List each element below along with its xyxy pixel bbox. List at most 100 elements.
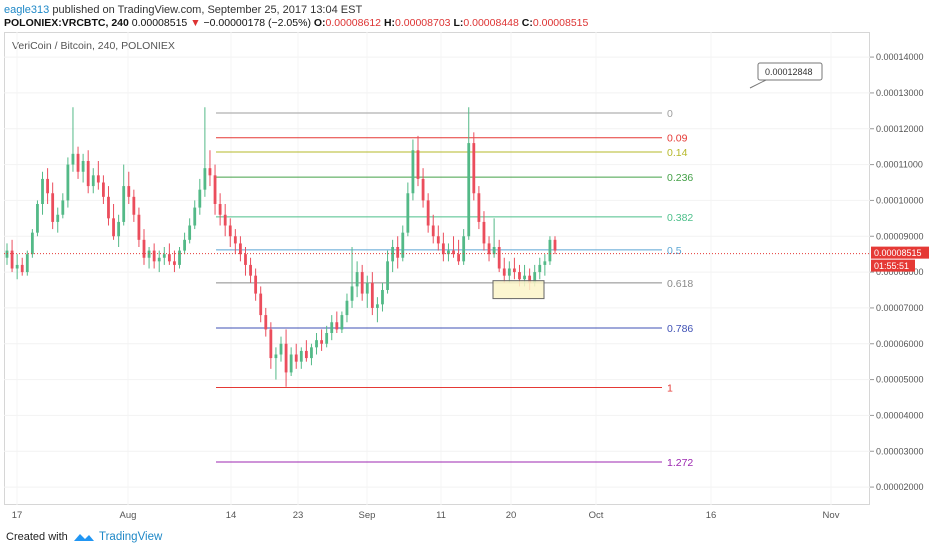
x-tick-label: 16 (706, 510, 717, 521)
open-value: 0.00008612 (325, 17, 382, 29)
candle-body (345, 300, 349, 316)
y-tick-label: 0.00007000 (876, 303, 924, 313)
author-link[interactable]: eagle313 (4, 4, 50, 16)
candle-body (330, 322, 334, 333)
countdown-label: 01:55:51 (874, 261, 909, 271)
low-value: 0.00008448 (463, 17, 519, 29)
y-tick-label: 0.00006000 (876, 339, 924, 349)
candle-body (117, 221, 121, 237)
candle-body (223, 214, 227, 226)
down-arrow-icon: ▼ (190, 17, 201, 29)
close-label: C: (521, 17, 533, 29)
candle-body (137, 214, 141, 240)
candle-body (472, 143, 476, 194)
candle-body (487, 243, 491, 255)
open-label: O: (313, 17, 326, 29)
candle-body (5, 250, 9, 258)
candle-body (203, 168, 207, 190)
candle-body (244, 254, 247, 265)
candle-body (513, 268, 516, 273)
candle-body (426, 200, 430, 226)
candle-body (183, 239, 186, 251)
x-tick-label: 20 (506, 510, 517, 521)
candle-body (36, 204, 39, 233)
candle-body (254, 275, 258, 294)
fib-level-label: 1 (667, 382, 673, 394)
candle-body (41, 178, 44, 204)
candle-body (61, 200, 65, 215)
candle-body (457, 254, 460, 262)
candle-body (548, 239, 552, 262)
candle-body (264, 315, 268, 330)
low-label: L: (453, 17, 464, 29)
candle-body (51, 193, 55, 222)
candle-body (538, 264, 542, 273)
candle-body (396, 247, 400, 258)
candle-body (391, 247, 395, 262)
candle-body (376, 304, 379, 308)
price-change: −0.00000178 (−2.05%) (203, 17, 311, 29)
time-axis: 17 Aug 14 23 Sep 11 20 Oct 16 Nov (12, 510, 840, 521)
y-tick-label: 0.00008000 (876, 267, 924, 277)
candle-body (56, 214, 60, 222)
candle-body (132, 196, 136, 215)
fibonacci-levels: 0 0.09 0.14 0.236 0.382 0.5 0.618 0.786 1 1.272 (216, 108, 693, 469)
candle-body (528, 275, 532, 283)
candle-body (279, 343, 283, 355)
candle-body (30, 232, 34, 255)
tradingview-logo-icon (74, 534, 94, 541)
annotation-box (757, 62, 823, 81)
close-value: 0.00008515 (532, 17, 589, 29)
candle-body (91, 175, 95, 187)
price-chart[interactable]: 0 0.09 0.14 0.236 0.382 0.5 0.618 0.786 1 1.272 0… (0, 0, 932, 522)
y-tick-label: 0.00005000 (876, 375, 924, 385)
annotation-text: 0.00012848 (765, 67, 813, 77)
candle-body (71, 153, 75, 165)
symbol-label: POLONIEX:VRCBTC, 240 (4, 17, 129, 29)
candle-body (370, 282, 374, 308)
candle-body (193, 207, 197, 226)
candle-body (340, 315, 344, 330)
fib-level-label: 0.618 (667, 278, 693, 290)
x-tick-label: 14 (226, 510, 237, 521)
candle-body (507, 268, 511, 276)
candle-body (127, 186, 131, 197)
candle-body (213, 175, 217, 204)
annotation-pointer (749, 79, 767, 89)
footer: Created with TradingView (0, 522, 932, 550)
candle-body (320, 340, 323, 344)
candle-body (502, 268, 506, 276)
candle-body (452, 250, 455, 255)
overlays: 0.00012848 (4, 62, 870, 300)
candle-body (294, 354, 298, 362)
created-with-text: Created with (6, 531, 68, 543)
candle-body (467, 143, 471, 237)
candle-body (350, 286, 354, 301)
candle-body (239, 243, 242, 255)
candle-body (421, 178, 425, 201)
candle-body (173, 261, 176, 265)
candle-body (335, 322, 339, 330)
y-tick-label: 0.00011000 (876, 160, 923, 170)
candle-body (284, 343, 288, 373)
candle-body (167, 254, 171, 262)
candle-body (269, 329, 273, 359)
candle-body (533, 272, 537, 283)
candle-body (518, 272, 521, 280)
x-tick-label: Nov (823, 510, 840, 521)
candle-body (249, 264, 252, 276)
candle-body (365, 282, 369, 294)
last-price-label: 0.00008515 (874, 248, 922, 258)
candle-body (147, 250, 151, 258)
chart-frame[interactable] (4, 32, 870, 505)
candle-body (15, 264, 19, 269)
tradingview-link[interactable]: TradingView (99, 531, 163, 543)
candle-body (157, 257, 161, 262)
candle-body (411, 150, 415, 194)
candle-body (497, 247, 501, 269)
y-tick-label: 0.00014000 (876, 52, 924, 62)
x-tick-label: 17 (12, 510, 23, 521)
y-tick-label: 0.00013000 (876, 88, 924, 98)
candle-body (198, 189, 202, 208)
fib-level-label: 0.5 (667, 245, 682, 257)
